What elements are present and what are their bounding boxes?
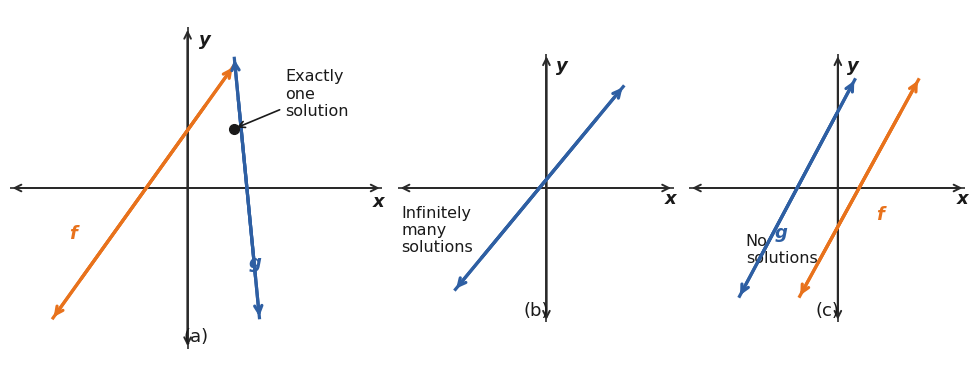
Text: No
solutions: No solutions bbox=[746, 234, 818, 267]
Text: y: y bbox=[199, 31, 211, 49]
Text: y: y bbox=[556, 57, 567, 75]
Text: g: g bbox=[775, 224, 788, 241]
Text: y: y bbox=[847, 57, 859, 75]
Text: (b): (b) bbox=[523, 302, 549, 320]
Text: f: f bbox=[877, 206, 884, 224]
Text: Infinitely
many
solutions: Infinitely many solutions bbox=[402, 206, 473, 256]
Text: Exactly
one
solution: Exactly one solution bbox=[239, 70, 348, 127]
Text: g: g bbox=[249, 255, 261, 273]
Text: x: x bbox=[665, 190, 677, 208]
Text: x: x bbox=[373, 193, 385, 211]
Text: (a): (a) bbox=[183, 328, 209, 346]
Text: (c): (c) bbox=[815, 302, 839, 320]
Text: f: f bbox=[69, 225, 77, 243]
Text: x: x bbox=[956, 190, 968, 208]
